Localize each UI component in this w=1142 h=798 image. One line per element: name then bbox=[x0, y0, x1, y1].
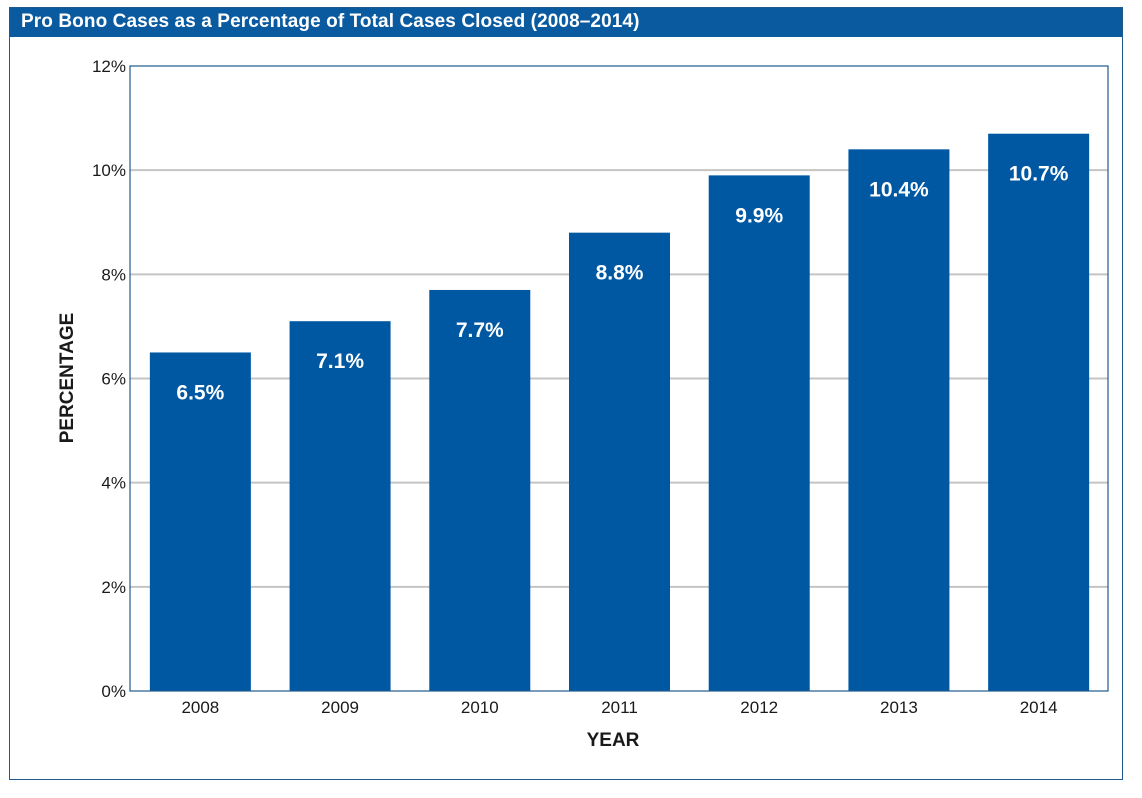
x-tick-label: 2014 bbox=[1020, 698, 1058, 717]
bar bbox=[289, 321, 391, 691]
y-tick-label: 0% bbox=[101, 682, 126, 701]
y-tick-label: 4% bbox=[101, 474, 126, 493]
bar bbox=[848, 149, 950, 692]
bar-value-label: 10.7% bbox=[1009, 163, 1069, 186]
bar bbox=[149, 352, 251, 691]
bar bbox=[708, 175, 810, 691]
y-axis-title: PERCENTAGE bbox=[57, 313, 78, 444]
chart-title: Pro Bono Cases as a Percentage of Total … bbox=[21, 11, 640, 32]
bar bbox=[988, 133, 1090, 692]
y-tick-label: 12% bbox=[92, 57, 126, 76]
title-bar: Pro Bono Cases as a Percentage of Total … bbox=[10, 8, 1122, 37]
bar-value-label: 6.5% bbox=[176, 381, 224, 404]
bar-value-label: 10.4% bbox=[869, 178, 929, 201]
y-tick-label: 2% bbox=[101, 578, 126, 597]
bar-value-label: 7.7% bbox=[456, 319, 504, 342]
bar-value-label: 7.1% bbox=[316, 350, 364, 373]
x-tick-label: 2013 bbox=[880, 698, 918, 717]
plot-area-border bbox=[129, 65, 1109, 692]
x-tick-label: 2008 bbox=[181, 698, 219, 717]
x-tick-label: 2011 bbox=[601, 698, 638, 717]
y-tick-label: 6% bbox=[101, 370, 126, 389]
x-axis-title: YEAR bbox=[587, 730, 640, 751]
bar-value-label: 8.8% bbox=[596, 262, 644, 285]
bar bbox=[429, 289, 531, 691]
x-tick-label: 2010 bbox=[461, 698, 499, 717]
bar bbox=[569, 232, 670, 691]
x-tick-label: 2012 bbox=[740, 698, 778, 717]
y-tick-label: 10% bbox=[92, 161, 126, 180]
x-tick-label: 2009 bbox=[321, 698, 359, 717]
bar-value-label: 9.9% bbox=[735, 204, 783, 227]
y-tick-label: 8% bbox=[101, 265, 126, 284]
